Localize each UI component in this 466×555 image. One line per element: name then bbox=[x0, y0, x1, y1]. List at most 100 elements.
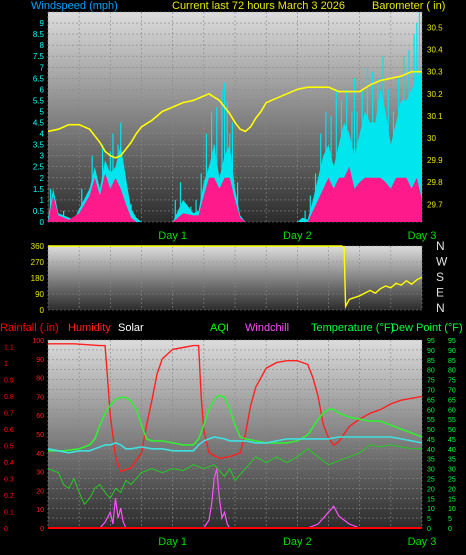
windspeed-tick: 8 bbox=[40, 41, 45, 50]
temperature-tick: 75 bbox=[427, 378, 435, 385]
temperature-tick: 35 bbox=[427, 457, 435, 464]
temperature-tick: 40 bbox=[427, 447, 435, 454]
compass-label: N bbox=[436, 301, 445, 315]
rainfall-tick: 0.2 bbox=[4, 493, 14, 500]
humidity-tick: 100 bbox=[32, 338, 44, 345]
dewpoint-header: Dew Point (°F) bbox=[391, 322, 463, 334]
compass-label: W bbox=[436, 255, 448, 269]
windspeed-tick: 2 bbox=[40, 174, 45, 183]
wind-day-label: Day 3 bbox=[408, 230, 437, 242]
wind-day-label: Day 1 bbox=[158, 230, 187, 242]
dewpoint-tick: 95 bbox=[448, 338, 456, 345]
dewpoint-tick: 80 bbox=[448, 368, 456, 375]
rainfall-tick: 0.7 bbox=[4, 411, 14, 418]
windspeed-axis-label: Windspeed (mph) bbox=[31, 0, 118, 12]
rainfall-tick: 0.9 bbox=[4, 378, 14, 385]
dewpoint-tick: 60 bbox=[448, 407, 456, 414]
rainfall-tick: 0 bbox=[4, 526, 8, 533]
dewpoint-tick: 50 bbox=[448, 427, 456, 434]
rainfall-tick: 1.1 bbox=[4, 345, 14, 352]
compass-label: E bbox=[436, 286, 444, 300]
dewpoint-tick: 70 bbox=[448, 387, 456, 394]
humidity-tick: 30 bbox=[36, 470, 44, 477]
temperature-tick: 85 bbox=[427, 358, 435, 365]
axis-labels: 0 0.5 1 1.5 2 2.5 3 3.5 4 4.5 5 5.5 6 6.5 7 7.5 8 8.5 9 29.… bbox=[4, 19, 456, 548]
windspeed-tick: 1.5 bbox=[33, 185, 45, 194]
dewpoint-tick: 85 bbox=[448, 358, 456, 365]
compass-label: N bbox=[436, 239, 445, 253]
dewpoint-tick: 40 bbox=[448, 447, 456, 454]
windspeed-tick: 0.5 bbox=[33, 207, 45, 216]
barometer-tick: 30 bbox=[427, 134, 436, 143]
humidity-tick: 20 bbox=[36, 488, 44, 495]
barometer-tick: 30.1 bbox=[427, 112, 443, 121]
barometer-tick: 29.9 bbox=[427, 156, 443, 165]
windspeed-tick: 5 bbox=[40, 107, 45, 116]
windspeed-tick: 4 bbox=[40, 130, 45, 139]
temperature-tick: 0 bbox=[427, 526, 431, 533]
dewpoint-tick: 15 bbox=[448, 496, 456, 503]
gust-area bbox=[48, 166, 422, 222]
humidity-tick: 70 bbox=[36, 394, 44, 401]
windspeed-tick: 5.5 bbox=[33, 96, 45, 105]
windchill-line bbox=[48, 468, 422, 529]
wind-direction-line bbox=[48, 245, 423, 310]
barometer-tick: 30.5 bbox=[427, 23, 443, 32]
direction-grid bbox=[47, 245, 423, 311]
rainfall-tick: 1 bbox=[4, 361, 8, 368]
temperature-series bbox=[47, 343, 423, 529]
humidity-tick: 10 bbox=[36, 507, 44, 514]
windspeed-tick: 3 bbox=[40, 152, 45, 161]
aqi-header: AQI bbox=[210, 322, 229, 334]
compass-label: S bbox=[436, 270, 444, 284]
direction-series bbox=[48, 245, 423, 310]
dewpoint-line bbox=[47, 436, 423, 454]
windspeed-tick: 1 bbox=[40, 196, 45, 205]
windspeed-tick: 0 bbox=[40, 218, 45, 227]
temperature-header: Temperature (°F) bbox=[311, 322, 394, 334]
dewpoint-tick: 45 bbox=[448, 437, 456, 444]
temp-day-label: Day 2 bbox=[283, 536, 312, 548]
dewpoint-tick: 65 bbox=[448, 397, 456, 404]
temperature-tick: 65 bbox=[427, 397, 435, 404]
barometer-tick: 30.2 bbox=[427, 90, 443, 99]
temperature-tick: 10 bbox=[427, 506, 435, 513]
dewpoint-tick: 90 bbox=[448, 348, 456, 355]
windspeed-tick: 2.5 bbox=[33, 163, 45, 172]
rainfall-tick: 0.5 bbox=[4, 444, 14, 451]
temp-day-label: Day 3 bbox=[408, 536, 437, 548]
chart-title: Current last 72 hours March 3 2026 bbox=[172, 0, 345, 12]
barometer-tick: 30.3 bbox=[427, 68, 443, 77]
windspeed-tick: 9 bbox=[40, 19, 45, 28]
dewpoint-tick: 35 bbox=[448, 457, 456, 464]
windspeed-tick: 3.5 bbox=[33, 141, 45, 150]
temperature-line bbox=[48, 394, 423, 452]
direction-tick: 0 bbox=[40, 306, 45, 315]
rainfall-tick: 0.8 bbox=[4, 394, 14, 401]
temperature-grid bbox=[47, 339, 423, 529]
direction-tick: 360 bbox=[31, 242, 45, 251]
windspeed-tick: 6 bbox=[40, 85, 45, 94]
barometer-axis-label: Barometer ( in) bbox=[372, 0, 445, 12]
dewpoint-tick: 20 bbox=[448, 486, 456, 493]
dewpoint-tick: 25 bbox=[448, 477, 456, 484]
direction-tick: 90 bbox=[35, 290, 44, 299]
temperature-tick: 70 bbox=[427, 387, 435, 394]
temperature-tick: 95 bbox=[427, 338, 435, 345]
rainfall-tick: 0.3 bbox=[4, 477, 14, 484]
temperature-tick: 45 bbox=[427, 437, 435, 444]
humidity-tick: 60 bbox=[36, 413, 44, 420]
temperature-tick: 30 bbox=[427, 467, 435, 474]
dewpoint-tick: 5 bbox=[448, 516, 452, 523]
temperature-tick: 55 bbox=[427, 417, 435, 424]
temperature-tick: 15 bbox=[427, 496, 435, 503]
direction-tick: 270 bbox=[31, 258, 45, 267]
humidity-line bbox=[48, 343, 423, 473]
humidity-tick: 90 bbox=[36, 357, 44, 364]
solar-header: Solar bbox=[118, 322, 144, 334]
windspeed-tick: 7.5 bbox=[33, 52, 45, 61]
direction-tick: 180 bbox=[31, 274, 45, 283]
dewpoint-tick: 0 bbox=[448, 526, 452, 533]
temperature-tick: 5 bbox=[427, 516, 431, 523]
